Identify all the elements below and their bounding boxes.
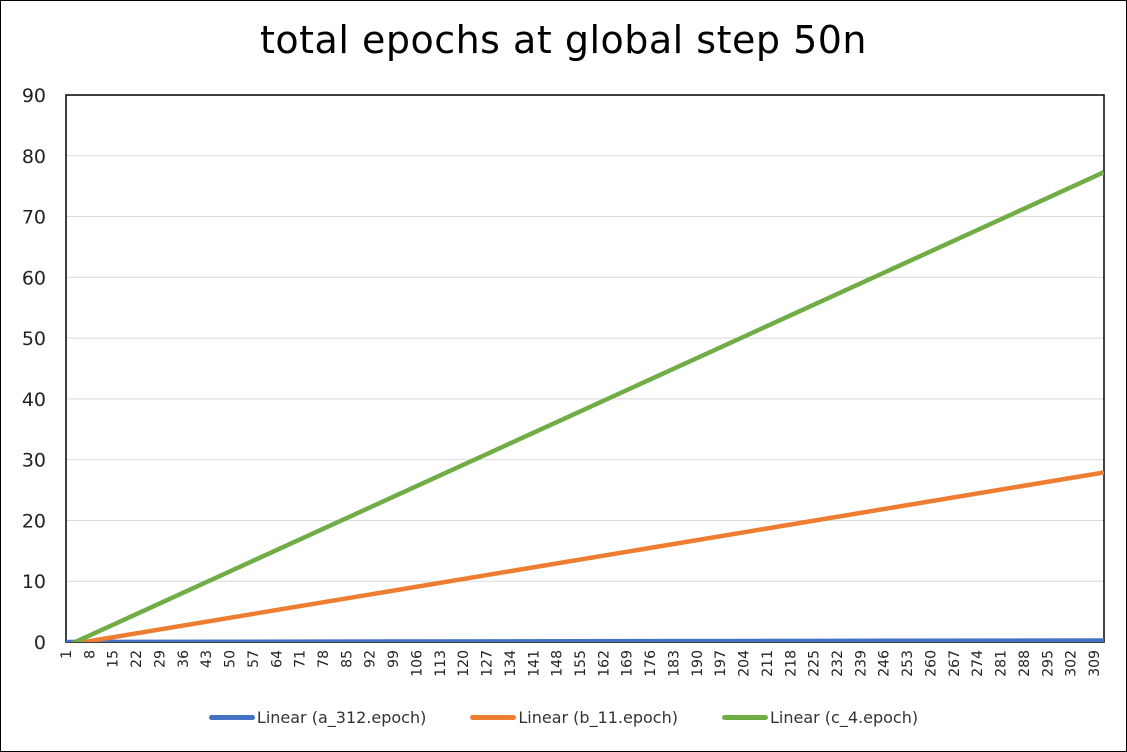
x-tick-label-204: 204 — [737, 650, 753, 677]
x-tick-label-239: 239 — [853, 650, 869, 677]
x-tick-label-134: 134 — [503, 650, 519, 677]
y-tick-label-40: 40 — [22, 389, 46, 411]
x-tick-label-1: 1 — [59, 650, 75, 659]
x-tick-label-288: 288 — [1017, 650, 1033, 677]
x-tick-label-274: 274 — [970, 650, 986, 677]
x-tick-label-267: 267 — [947, 650, 963, 677]
legend-item-a: Linear (a_312.epoch) — [208, 708, 427, 727]
y-tick-label-60: 60 — [22, 267, 46, 289]
x-tick-label-260: 260 — [923, 650, 939, 677]
y-tick-label-20: 20 — [22, 510, 46, 532]
x-tick-label-43: 43 — [199, 650, 215, 668]
x-tick-label-190: 190 — [690, 650, 706, 677]
x-tick-label-155: 155 — [573, 650, 589, 677]
x-tick-label-15: 15 — [106, 650, 122, 668]
legend-label-c: Linear (c_4.epoch) — [769, 708, 919, 727]
x-tick-label-85: 85 — [339, 650, 355, 668]
x-tick-label-92: 92 — [363, 650, 379, 668]
chart-legend: Linear (a_312.epoch) Linear (b_11.epoch)… — [0, 708, 1127, 727]
x-tick-label-113: 113 — [433, 650, 449, 677]
x-tick-label-183: 183 — [666, 650, 682, 677]
x-tick-label-309: 309 — [1087, 650, 1103, 677]
y-tick-label-50: 50 — [22, 328, 46, 350]
x-tick-label-246: 246 — [877, 650, 893, 677]
x-tick-label-29: 29 — [152, 650, 168, 668]
legend-label-b: Linear (b_11.epoch) — [518, 708, 678, 727]
x-tick-label-120: 120 — [456, 650, 472, 677]
x-tick-label-36: 36 — [176, 650, 192, 668]
x-tick-label-127: 127 — [480, 650, 496, 677]
series-line-2 — [69, 170, 1104, 642]
x-tick-label-148: 148 — [550, 650, 566, 677]
chart-title: total epochs at global step 50n — [259, 18, 868, 62]
legend-swatch-b — [470, 715, 517, 720]
x-tick-label-8: 8 — [82, 650, 98, 659]
x-tick-label-57: 57 — [246, 650, 262, 668]
y-tick-label-70: 70 — [22, 207, 46, 229]
x-tick-label-50: 50 — [223, 650, 239, 668]
x-tick-label-295: 295 — [1040, 650, 1056, 677]
legend-item-c: Linear (c_4.epoch) — [721, 708, 919, 727]
x-tick-label-302: 302 — [1064, 650, 1080, 677]
x-tick-label-218: 218 — [783, 650, 799, 677]
x-tick-label-211: 211 — [760, 650, 776, 677]
y-tick-label-10: 10 — [22, 571, 46, 593]
legend-swatch-c — [721, 715, 768, 720]
x-tick-label-197: 197 — [713, 650, 729, 677]
x-tick-label-225: 225 — [807, 650, 823, 677]
x-tick-label-169: 169 — [620, 650, 636, 677]
x-tick-label-99: 99 — [386, 650, 402, 668]
x-tick-label-141: 141 — [526, 650, 542, 677]
x-tick-label-232: 232 — [830, 650, 846, 677]
x-tick-label-71: 71 — [293, 650, 309, 668]
x-tick-label-106: 106 — [409, 650, 425, 677]
x-tick-label-162: 162 — [596, 650, 612, 677]
series-line-0 — [66, 638, 1104, 642]
x-tick-label-64: 64 — [269, 650, 285, 668]
series-line-1 — [70, 470, 1104, 642]
y-tick-label-80: 80 — [22, 146, 46, 168]
legend-swatch-a — [208, 715, 255, 720]
legend-item-b: Linear (b_11.epoch) — [470, 708, 678, 727]
x-tick-label-176: 176 — [643, 650, 659, 677]
x-tick-label-22: 22 — [129, 650, 145, 668]
x-tick-label-281: 281 — [994, 650, 1010, 677]
y-tick-label-30: 30 — [22, 450, 46, 472]
legend-label-a: Linear (a_312.epoch) — [256, 708, 427, 727]
y-tick-label-90: 90 — [22, 85, 46, 107]
y-tick-label-0: 0 — [34, 632, 46, 654]
x-tick-label-78: 78 — [316, 650, 332, 668]
x-tick-label-253: 253 — [900, 650, 916, 677]
